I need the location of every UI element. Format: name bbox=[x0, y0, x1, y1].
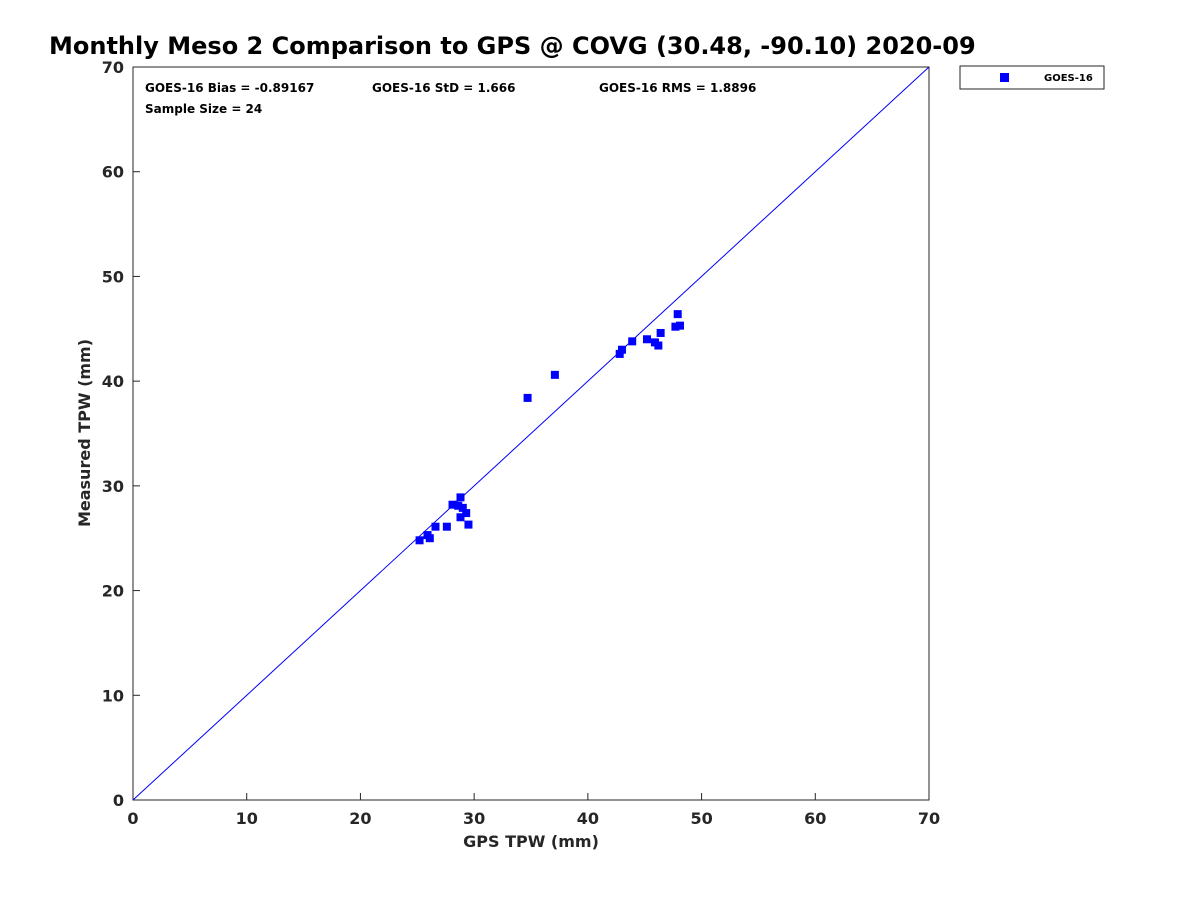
chart-title: Monthly Meso 2 Comparison to GPS @ COVG … bbox=[49, 32, 976, 60]
data-point bbox=[675, 321, 684, 330]
data-point bbox=[656, 328, 665, 337]
x-tick-label: 30 bbox=[463, 809, 485, 828]
legend-box bbox=[959, 65, 1105, 90]
data-point bbox=[464, 520, 473, 529]
data-points bbox=[415, 310, 684, 545]
data-point bbox=[415, 536, 424, 545]
data-point bbox=[550, 370, 559, 379]
data-point bbox=[642, 335, 651, 344]
bias-annotation: GOES-16 Bias = -0.89167 bbox=[145, 81, 314, 95]
y-tick-label: 40 bbox=[102, 372, 124, 391]
legend-label-goes16: GOES-16 bbox=[1044, 73, 1093, 84]
x-tick-label: 10 bbox=[236, 809, 258, 828]
x-axis-label: GPS TPW (mm) bbox=[463, 832, 599, 851]
plot-area: 0 10 20 30 40 50 60 70 0 10 20 30 40 50 60 70 bbox=[102, 58, 940, 828]
data-point bbox=[462, 509, 471, 518]
plot-frame bbox=[132, 66, 930, 801]
x-tick-label: 70 bbox=[918, 809, 940, 828]
y-tick-label: 0 bbox=[113, 791, 124, 810]
data-point bbox=[442, 522, 451, 531]
rms-annotation: GOES-16 RMS = 1.8896 bbox=[599, 81, 756, 95]
legend: GOES-16 bbox=[959, 65, 1105, 90]
y-axis-label: Measured TPW (mm) bbox=[75, 339, 94, 527]
y-tick-label: 60 bbox=[102, 163, 124, 182]
data-point bbox=[458, 503, 467, 512]
data-point bbox=[448, 500, 457, 509]
x-tick-label: 0 bbox=[127, 809, 138, 828]
data-point bbox=[456, 513, 465, 522]
y-tick-label: 50 bbox=[102, 267, 124, 286]
data-point bbox=[454, 501, 463, 510]
identity-reference-line bbox=[132, 66, 930, 801]
data-point bbox=[431, 522, 440, 531]
data-point bbox=[673, 310, 682, 319]
data-point bbox=[628, 337, 637, 346]
data-point bbox=[456, 493, 465, 502]
x-tick-label: 60 bbox=[804, 809, 826, 828]
y-tick-label: 20 bbox=[102, 582, 124, 601]
axis-ticks: 0 10 20 30 40 50 60 70 0 10 20 30 40 50 60 70 bbox=[102, 58, 940, 828]
y-tick-label: 70 bbox=[102, 58, 124, 77]
y-tick-label: 10 bbox=[102, 686, 124, 705]
x-tick-label: 40 bbox=[577, 809, 599, 828]
data-point bbox=[523, 393, 532, 402]
x-tick-label: 20 bbox=[349, 809, 371, 828]
data-point bbox=[615, 349, 624, 358]
std-annotation: GOES-16 StD = 1.666 bbox=[372, 81, 515, 95]
data-point bbox=[671, 322, 680, 331]
y-tick-label: 30 bbox=[102, 477, 124, 496]
legend-marker-square bbox=[1000, 73, 1009, 82]
sample-size-annotation: Sample Size = 24 bbox=[145, 102, 262, 116]
data-point bbox=[425, 534, 434, 543]
x-tick-label: 50 bbox=[690, 809, 712, 828]
data-point bbox=[654, 341, 663, 350]
data-point bbox=[617, 345, 626, 354]
